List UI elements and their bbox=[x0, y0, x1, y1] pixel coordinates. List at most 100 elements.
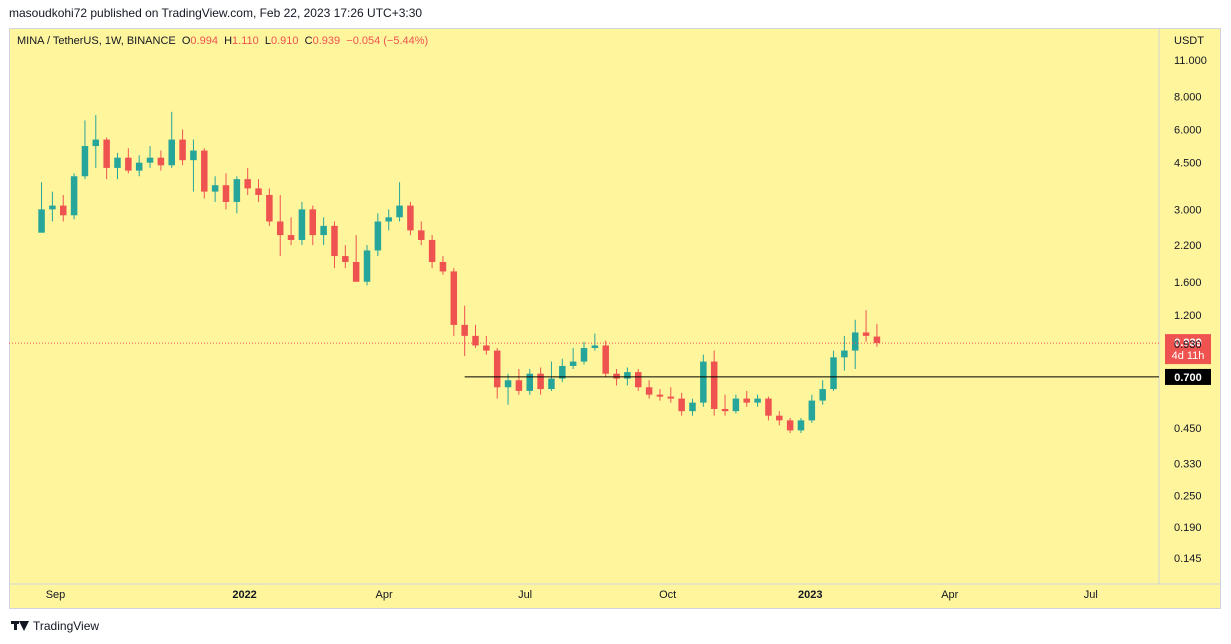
candle[interactable] bbox=[841, 335, 848, 371]
candle[interactable] bbox=[591, 333, 599, 351]
candle[interactable] bbox=[396, 182, 403, 222]
candle[interactable] bbox=[786, 418, 794, 434]
candle[interactable] bbox=[114, 152, 121, 180]
candle[interactable] bbox=[700, 354, 707, 407]
candle[interactable] bbox=[276, 194, 284, 257]
candle[interactable] bbox=[602, 340, 609, 377]
candle[interactable] bbox=[298, 201, 306, 246]
candle[interactable] bbox=[504, 373, 512, 405]
candle[interactable] bbox=[678, 392, 685, 416]
candle[interactable] bbox=[645, 380, 653, 399]
y-tick-label: 0.250 bbox=[1174, 490, 1202, 502]
candle[interactable] bbox=[157, 150, 165, 171]
candle[interactable] bbox=[92, 115, 100, 168]
candle[interactable] bbox=[830, 350, 837, 391]
candle[interactable] bbox=[569, 347, 577, 369]
candle[interactable] bbox=[222, 173, 230, 210]
candle[interactable] bbox=[710, 350, 718, 416]
candle[interactable] bbox=[331, 221, 338, 269]
candle[interactable] bbox=[125, 148, 132, 174]
y-tick-label: 1.600 bbox=[1174, 277, 1202, 289]
candle[interactable] bbox=[493, 347, 501, 399]
candle[interactable] bbox=[418, 221, 425, 246]
candle[interactable] bbox=[385, 209, 392, 231]
footer-brand[interactable]: TradingView bbox=[11, 619, 99, 633]
x-tick-label: Jul bbox=[1084, 589, 1098, 601]
candle[interactable] bbox=[580, 341, 588, 365]
candle-body bbox=[515, 380, 523, 391]
candle[interactable] bbox=[233, 176, 241, 214]
candle[interactable] bbox=[146, 146, 154, 168]
candle[interactable] bbox=[190, 139, 197, 192]
candle[interactable] bbox=[363, 245, 371, 286]
candle[interactable] bbox=[515, 368, 523, 395]
candle[interactable] bbox=[851, 319, 859, 369]
tradingview-logo-icon bbox=[11, 620, 29, 632]
candle[interactable] bbox=[732, 394, 740, 414]
candle-body bbox=[830, 357, 837, 390]
candle[interactable] bbox=[559, 358, 566, 382]
candle[interactable] bbox=[135, 155, 143, 177]
candle[interactable] bbox=[342, 245, 349, 269]
candle[interactable] bbox=[103, 137, 110, 180]
candle[interactable] bbox=[81, 120, 89, 180]
candle[interactable] bbox=[201, 148, 208, 199]
candle-body bbox=[580, 347, 588, 362]
candle[interactable] bbox=[450, 268, 458, 336]
candle[interactable] bbox=[309, 205, 317, 246]
candle-body bbox=[841, 350, 848, 358]
candle-body bbox=[634, 372, 642, 388]
candle[interactable] bbox=[38, 182, 45, 233]
candle-body bbox=[526, 373, 534, 391]
candle[interactable] bbox=[320, 217, 327, 246]
candle-body bbox=[678, 398, 685, 412]
candle[interactable] bbox=[244, 167, 251, 195]
candle[interactable] bbox=[808, 394, 816, 423]
candle-body bbox=[374, 221, 382, 251]
candle[interactable] bbox=[721, 394, 729, 416]
candle[interactable] bbox=[743, 390, 750, 407]
open-label: O bbox=[181, 35, 191, 47]
candle[interactable] bbox=[754, 394, 761, 407]
candle[interactable] bbox=[287, 217, 295, 246]
candle-body bbox=[710, 361, 718, 409]
candle-body bbox=[233, 179, 241, 202]
candle-body bbox=[743, 398, 750, 403]
candle[interactable] bbox=[407, 201, 414, 236]
candle-body bbox=[472, 335, 479, 346]
candle[interactable] bbox=[819, 380, 826, 405]
candle[interactable] bbox=[776, 411, 783, 426]
candle[interactable] bbox=[634, 368, 642, 391]
candle[interactable] bbox=[765, 396, 772, 421]
candle[interactable] bbox=[472, 324, 479, 348]
candle[interactable] bbox=[59, 194, 67, 222]
candle[interactable] bbox=[483, 335, 490, 355]
candle-body bbox=[645, 387, 653, 395]
y-tick-label: 0.450 bbox=[1174, 423, 1202, 435]
candle[interactable] bbox=[656, 389, 664, 401]
y-tick-label: 0.330 bbox=[1174, 459, 1202, 471]
candle[interactable] bbox=[689, 398, 696, 416]
candle[interactable] bbox=[548, 361, 555, 391]
candle[interactable] bbox=[255, 179, 262, 202]
candle[interactable] bbox=[374, 213, 382, 257]
candle[interactable] bbox=[352, 235, 360, 282]
candle[interactable] bbox=[461, 305, 468, 356]
candle[interactable] bbox=[211, 176, 219, 202]
candle[interactable] bbox=[439, 256, 447, 275]
published-header: masoudkohi72 published on TradingView.co… bbox=[9, 6, 423, 20]
candle[interactable] bbox=[179, 129, 186, 166]
candle[interactable] bbox=[862, 310, 870, 342]
candle[interactable] bbox=[70, 173, 78, 220]
candle[interactable] bbox=[168, 111, 175, 168]
candle[interactable] bbox=[797, 418, 805, 434]
candle[interactable] bbox=[266, 188, 273, 226]
candle-body bbox=[352, 261, 360, 282]
candle[interactable] bbox=[526, 368, 534, 395]
candle[interactable] bbox=[428, 235, 436, 269]
candle[interactable] bbox=[49, 191, 56, 222]
candle[interactable] bbox=[667, 387, 675, 403]
candle[interactable] bbox=[537, 367, 544, 395]
candle-body bbox=[255, 188, 262, 195]
